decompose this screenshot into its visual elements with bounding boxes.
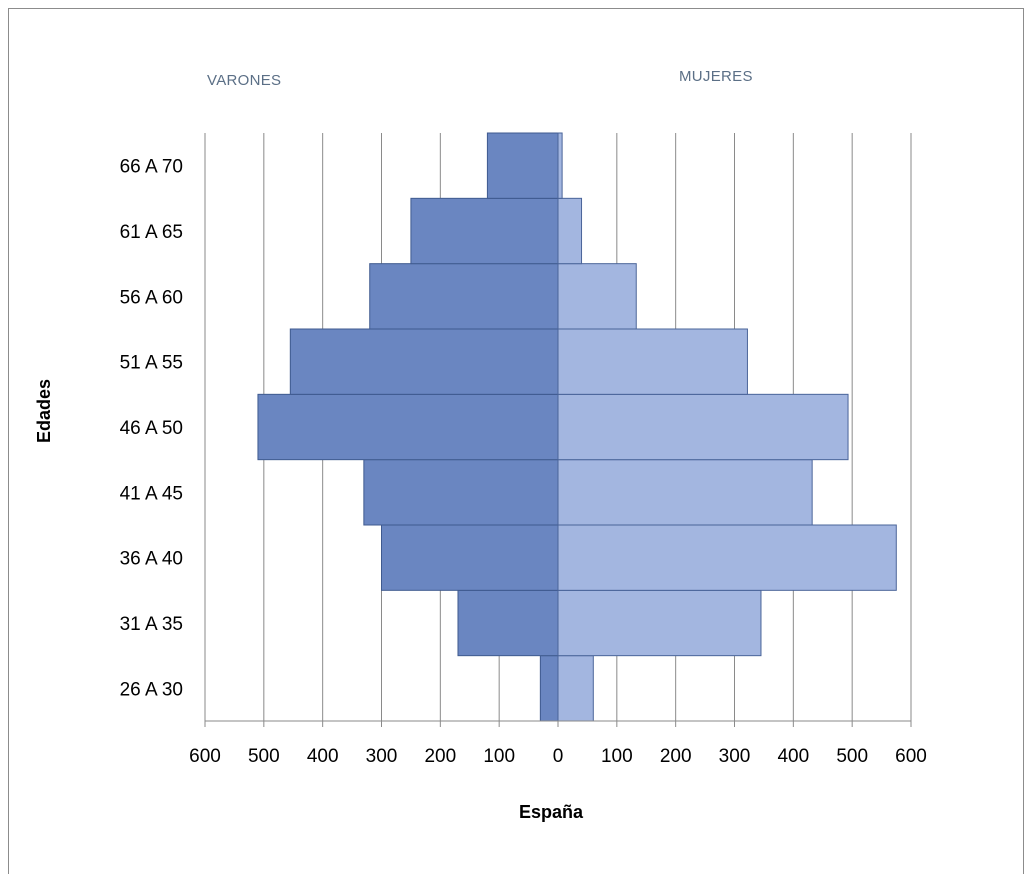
bar-mujeres bbox=[557, 589, 762, 657]
bar-mujeres bbox=[557, 328, 748, 395]
bar-mujeres bbox=[557, 132, 563, 199]
bar-varones bbox=[410, 197, 559, 265]
bar-varones bbox=[457, 589, 559, 657]
bar-varones bbox=[257, 393, 559, 461]
bar-mujeres bbox=[557, 197, 583, 265]
y-tick-label: 26 A 30 bbox=[120, 679, 183, 700]
bar-mujeres bbox=[557, 393, 849, 461]
x-tick-label: 100 bbox=[483, 746, 515, 767]
header-varones: VARONES bbox=[207, 72, 282, 89]
header-mujeres: MUJERES bbox=[679, 68, 753, 85]
x-tick-label: 600 bbox=[189, 746, 221, 767]
x-axis: 600 500 400 300 200 100 0 100 200 300 400 500 600 bbox=[189, 720, 927, 767]
x-tick-label: 500 bbox=[836, 746, 868, 767]
bar-mujeres bbox=[557, 459, 813, 526]
y-tick-label: 41 A 45 bbox=[120, 483, 183, 504]
bar-varones bbox=[381, 524, 559, 591]
bar-varones bbox=[363, 459, 559, 526]
bar-varones bbox=[289, 328, 559, 395]
x-tick-label: 300 bbox=[719, 746, 751, 767]
y-tick-label: 61 A 65 bbox=[120, 222, 183, 243]
bar-mujeres bbox=[557, 524, 897, 591]
y-tick-label: 31 A 35 bbox=[120, 614, 183, 635]
bar-varones bbox=[539, 655, 559, 722]
x-axis-label: España bbox=[519, 802, 584, 822]
y-tick-label: 46 A 50 bbox=[120, 418, 183, 439]
bar-mujeres bbox=[557, 655, 594, 722]
x-tick-label: 400 bbox=[777, 746, 809, 767]
x-tick-label: 200 bbox=[660, 746, 692, 767]
bars bbox=[257, 132, 897, 722]
y-tick-label: 56 A 60 bbox=[120, 287, 183, 308]
x-tick-label: 100 bbox=[601, 746, 633, 767]
bar-varones bbox=[369, 263, 559, 330]
bar-varones bbox=[486, 132, 559, 199]
x-tick-label: 500 bbox=[248, 746, 280, 767]
y-axis: 26 A 30 31 A 35 36 A 40 41 A 45 46 A 50 51 A … bbox=[120, 157, 183, 701]
x-tick-label: 600 bbox=[895, 746, 927, 767]
y-tick-label: 66 A 70 bbox=[120, 157, 183, 178]
bar-mujeres bbox=[557, 263, 637, 330]
x-tick-label: 200 bbox=[424, 746, 456, 767]
y-tick-label: 51 A 55 bbox=[120, 353, 183, 374]
x-tick-label: 300 bbox=[366, 746, 398, 767]
x-tick-label: 400 bbox=[307, 746, 339, 767]
x-tick-label: 0 bbox=[553, 746, 564, 767]
y-tick-label: 36 A 40 bbox=[120, 549, 183, 570]
y-axis-label: Edades bbox=[34, 379, 54, 443]
